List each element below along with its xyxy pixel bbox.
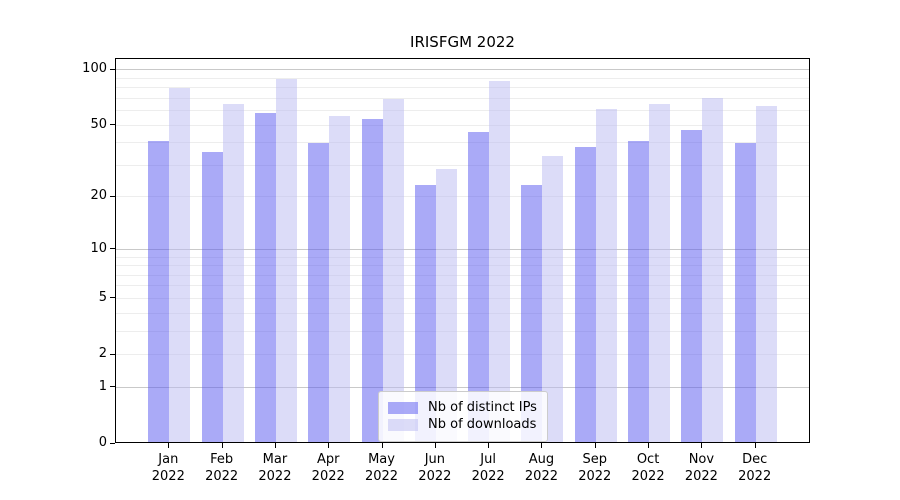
legend-swatch-downloads: [388, 418, 418, 431]
y-tick: [110, 386, 115, 388]
gridline-minor: [116, 196, 809, 198]
x-tick: [328, 443, 330, 448]
x-tick: [754, 443, 756, 448]
y-tick-label: 1: [98, 378, 107, 394]
bar-nb-of-distinct-ips-oct-2022: [628, 141, 650, 442]
bar-nb-of-downloads-sep-2022: [595, 109, 617, 442]
bar-nb-of-distinct-ips-sep-2022: [574, 147, 596, 442]
gridline-minor: [116, 97, 809, 99]
bar-nb-of-downloads-jan-2022: [169, 88, 191, 442]
gridline-major: [116, 248, 809, 250]
bars-layer: [116, 59, 809, 442]
y-tick: [110, 353, 115, 355]
y-tick-label: 0: [98, 435, 107, 450]
bar-nb-of-distinct-ips-feb-2022: [201, 151, 223, 442]
gridline-minor: [116, 354, 809, 356]
bar-nb-of-downloads-aug-2022: [542, 156, 564, 442]
gridline-minor: [116, 256, 809, 258]
x-tick-label: May 2022: [364, 452, 399, 484]
y-tick-label: 20: [90, 188, 107, 204]
x-tick-label: Oct 2022: [631, 452, 665, 484]
x-tick: [274, 443, 276, 448]
bar-nb-of-distinct-ips-jul-2022: [468, 131, 490, 442]
bar-nb-of-downloads-may-2022: [382, 99, 404, 442]
chart-title: IRISFGM 2022: [410, 33, 515, 51]
gridline-minor: [116, 87, 809, 89]
y-tick-label: 100: [82, 61, 107, 77]
gridline-minor: [116, 297, 809, 299]
legend-swatch-distinct-ips: [388, 401, 418, 414]
x-tick-label: Aug 2022: [524, 452, 558, 484]
x-tick-label: Dec 2022: [738, 452, 772, 484]
gridline-minor: [116, 164, 809, 166]
y-tick: [110, 442, 115, 444]
gridline-minor: [116, 274, 809, 276]
x-tick: [221, 443, 223, 448]
bar-nb-of-distinct-ips-jan-2022: [148, 141, 170, 442]
bar-nb-of-distinct-ips-nov-2022: [681, 130, 703, 442]
legend-label-distinct-ips: Nb of distinct IPs: [428, 400, 537, 415]
bar-nb-of-downloads-nov-2022: [702, 97, 724, 442]
gridline-minor: [116, 77, 809, 79]
bar-nb-of-distinct-ips-aug-2022: [521, 184, 543, 442]
gridline-minor: [116, 124, 809, 126]
x-tick: [168, 443, 170, 448]
bar-nb-of-downloads-apr-2022: [329, 116, 351, 442]
y-tick: [110, 124, 115, 126]
bar-nb-of-downloads-jun-2022: [435, 169, 457, 442]
gridline-major: [116, 69, 809, 71]
bar-nb-of-downloads-jul-2022: [489, 81, 511, 442]
x-tick-label: Apr 2022: [311, 452, 345, 484]
bar-nb-of-downloads-dec-2022: [755, 106, 777, 442]
x-tick: [434, 443, 436, 448]
x-tick-label: Jul 2022: [471, 452, 505, 484]
y-tick: [110, 297, 115, 299]
x-tick-label: Feb 2022: [205, 452, 239, 484]
x-tick-label: Mar 2022: [258, 452, 292, 484]
y-tick: [110, 248, 115, 250]
legend-item-distinct-ips: Nb of distinct IPs: [388, 400, 537, 415]
legend-label-downloads: Nb of downloads: [428, 417, 537, 432]
x-tick: [381, 443, 383, 448]
bar-nb-of-downloads-mar-2022: [275, 78, 297, 442]
legend-item-downloads: Nb of downloads: [388, 417, 537, 432]
bar-nb-of-distinct-ips-mar-2022: [254, 113, 276, 442]
y-tick: [110, 68, 115, 70]
x-tick-label: Jan 2022: [151, 452, 185, 484]
gridline-minor: [116, 110, 809, 112]
x-tick-label: Sep 2022: [578, 452, 612, 484]
x-tick: [701, 443, 703, 448]
x-tick-label: Nov 2022: [684, 452, 718, 484]
y-tick: [110, 195, 115, 197]
grid-layer: [116, 59, 809, 442]
x-tick-label: Jun 2022: [418, 452, 452, 484]
y-tick-label: 50: [90, 116, 107, 132]
gridline-minor: [116, 265, 809, 267]
x-tick: [648, 443, 650, 448]
y-tick-label: 10: [90, 240, 107, 256]
legend: Nb of distinct IPs Nb of downloads: [378, 391, 548, 442]
bar-nb-of-distinct-ips-dec-2022: [734, 143, 756, 442]
bar-nb-of-downloads-feb-2022: [222, 103, 244, 442]
gridline-minor: [116, 330, 809, 332]
x-tick: [541, 443, 543, 448]
plot-area: Nb of distinct IPs Nb of downloads: [115, 58, 810, 443]
x-tick: [488, 443, 490, 448]
gridline-minor: [116, 285, 809, 287]
bar-nb-of-distinct-ips-may-2022: [361, 118, 383, 442]
y-tick-label: 5: [98, 289, 107, 305]
bar-nb-of-distinct-ips-jun-2022: [414, 184, 436, 442]
gridline-minor: [116, 312, 809, 314]
bar-nb-of-downloads-oct-2022: [649, 103, 671, 442]
bar-nb-of-distinct-ips-apr-2022: [308, 143, 330, 442]
gridline-minor: [116, 142, 809, 144]
y-tick-label: 2: [98, 346, 107, 362]
gridline-major: [116, 386, 809, 388]
x-tick: [594, 443, 596, 448]
